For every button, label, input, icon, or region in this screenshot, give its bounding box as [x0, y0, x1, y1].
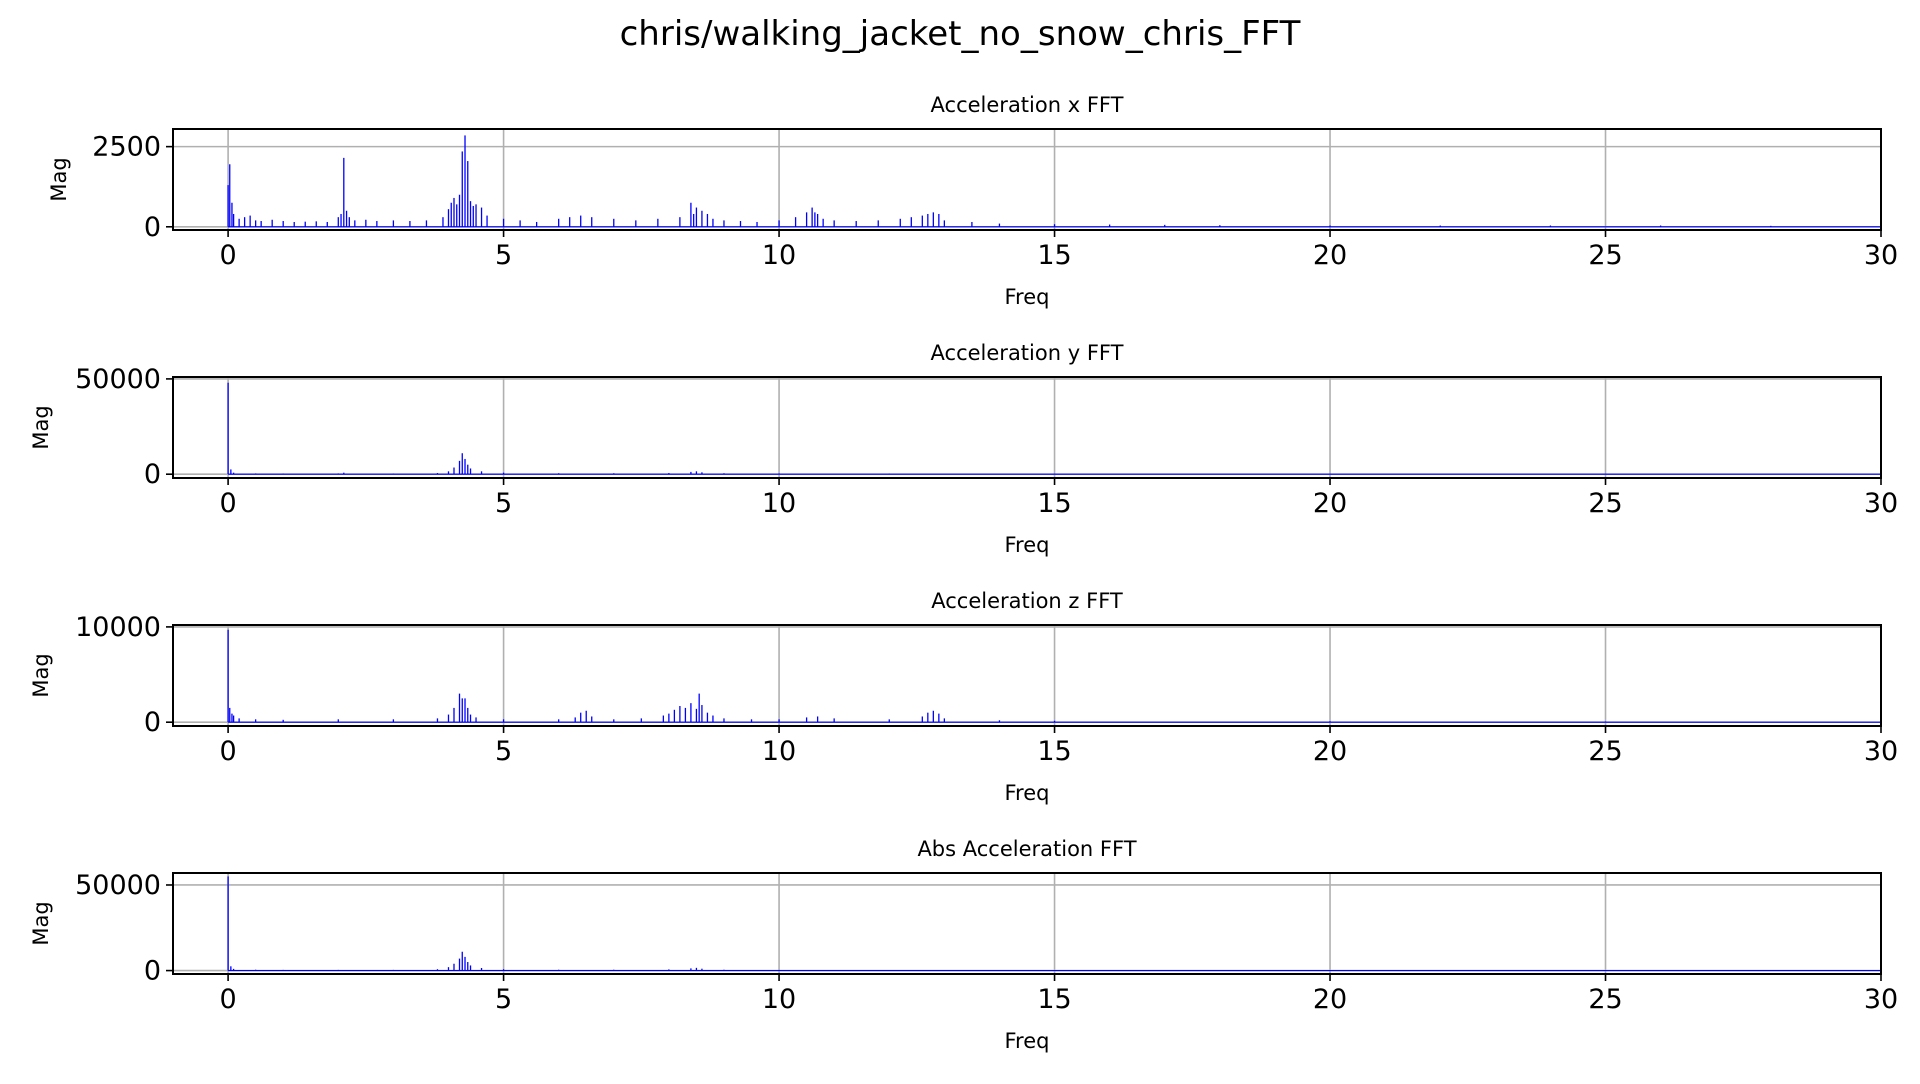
- y-tick-label: 2500: [92, 132, 161, 163]
- x-tick-label: 25: [1588, 984, 1622, 1015]
- y-axis-label: Mag: [29, 653, 53, 697]
- x-tick-label: 0: [220, 240, 237, 271]
- x-tick-label: 25: [1588, 488, 1622, 519]
- x-axis-label: Freq: [1005, 533, 1050, 557]
- x-tick-label: 30: [1864, 488, 1898, 519]
- subplot-1: Acceleration x FFT 0 5 10 15 20 25 30 0 2500 Freq M…: [47, 93, 1898, 309]
- x-tick-label: 10: [762, 984, 796, 1015]
- x-tick-label: 5: [495, 488, 512, 519]
- axes-frame: [172, 376, 1882, 479]
- y-tick-label: 50000: [75, 870, 161, 901]
- y-axis-label: Mag: [47, 157, 71, 201]
- x-tick-label: 5: [495, 240, 512, 271]
- x-tick-label: 30: [1864, 240, 1898, 271]
- axes-frame: [172, 624, 1882, 727]
- x-tick-label: 30: [1864, 736, 1898, 767]
- y-tick-label: 0: [144, 459, 161, 490]
- x-tick-label: 10: [762, 736, 796, 767]
- x-tick-label: 0: [220, 984, 237, 1015]
- x-axis-label: Freq: [1005, 285, 1050, 309]
- subplot-2: Acceleration y FFT 0 5 10 15 20 25 30 0 50000 Freq…: [29, 341, 1898, 557]
- y-tick-label: 50000: [75, 364, 161, 395]
- x-tick-label: 15: [1037, 240, 1071, 271]
- subplot-4: Abs Acceleration FFT 0 5 10 15 20 25 30 0 50000 Fr…: [29, 837, 1898, 1053]
- x-tick-label: 25: [1588, 240, 1622, 271]
- y-tick-label: 10000: [75, 612, 161, 643]
- axes-frame: [172, 128, 1882, 231]
- x-tick-label: 20: [1313, 240, 1347, 271]
- x-tick-label: 20: [1313, 488, 1347, 519]
- figure-title: chris/walking_jacket_no_snow_chris_FFT: [619, 14, 1301, 54]
- subplot-title: Acceleration y FFT: [931, 341, 1124, 365]
- x-tick-label: 0: [220, 736, 237, 767]
- subplot-title: Acceleration x FFT: [931, 93, 1124, 117]
- subplot-title: Abs Acceleration FFT: [917, 837, 1136, 861]
- y-tick-label: 0: [144, 956, 161, 987]
- subplot-title: Acceleration z FFT: [931, 589, 1123, 613]
- y-tick-label: 0: [144, 707, 161, 738]
- x-axis-label: Freq: [1005, 1029, 1050, 1053]
- subplot-3: Acceleration z FFT 0 5 10 15 20 25 30 0 10000 Freq…: [29, 589, 1898, 805]
- x-tick-label: 15: [1037, 488, 1071, 519]
- x-tick-label: 0: [220, 488, 237, 519]
- x-tick-label: 15: [1037, 984, 1071, 1015]
- x-tick-label: 5: [495, 736, 512, 767]
- x-tick-label: 25: [1588, 736, 1622, 767]
- y-axis-label: Mag: [29, 405, 53, 449]
- x-tick-label: 30: [1864, 984, 1898, 1015]
- x-axis-label: Freq: [1005, 781, 1050, 805]
- y-axis-label: Mag: [29, 901, 53, 945]
- y-tick-label: 0: [144, 212, 161, 243]
- x-tick-label: 15: [1037, 736, 1071, 767]
- x-tick-label: 20: [1313, 984, 1347, 1015]
- x-tick-label: 10: [762, 240, 796, 271]
- x-tick-label: 10: [762, 488, 796, 519]
- axes-frame: [172, 872, 1882, 975]
- x-tick-label: 20: [1313, 736, 1347, 767]
- x-tick-label: 5: [495, 984, 512, 1015]
